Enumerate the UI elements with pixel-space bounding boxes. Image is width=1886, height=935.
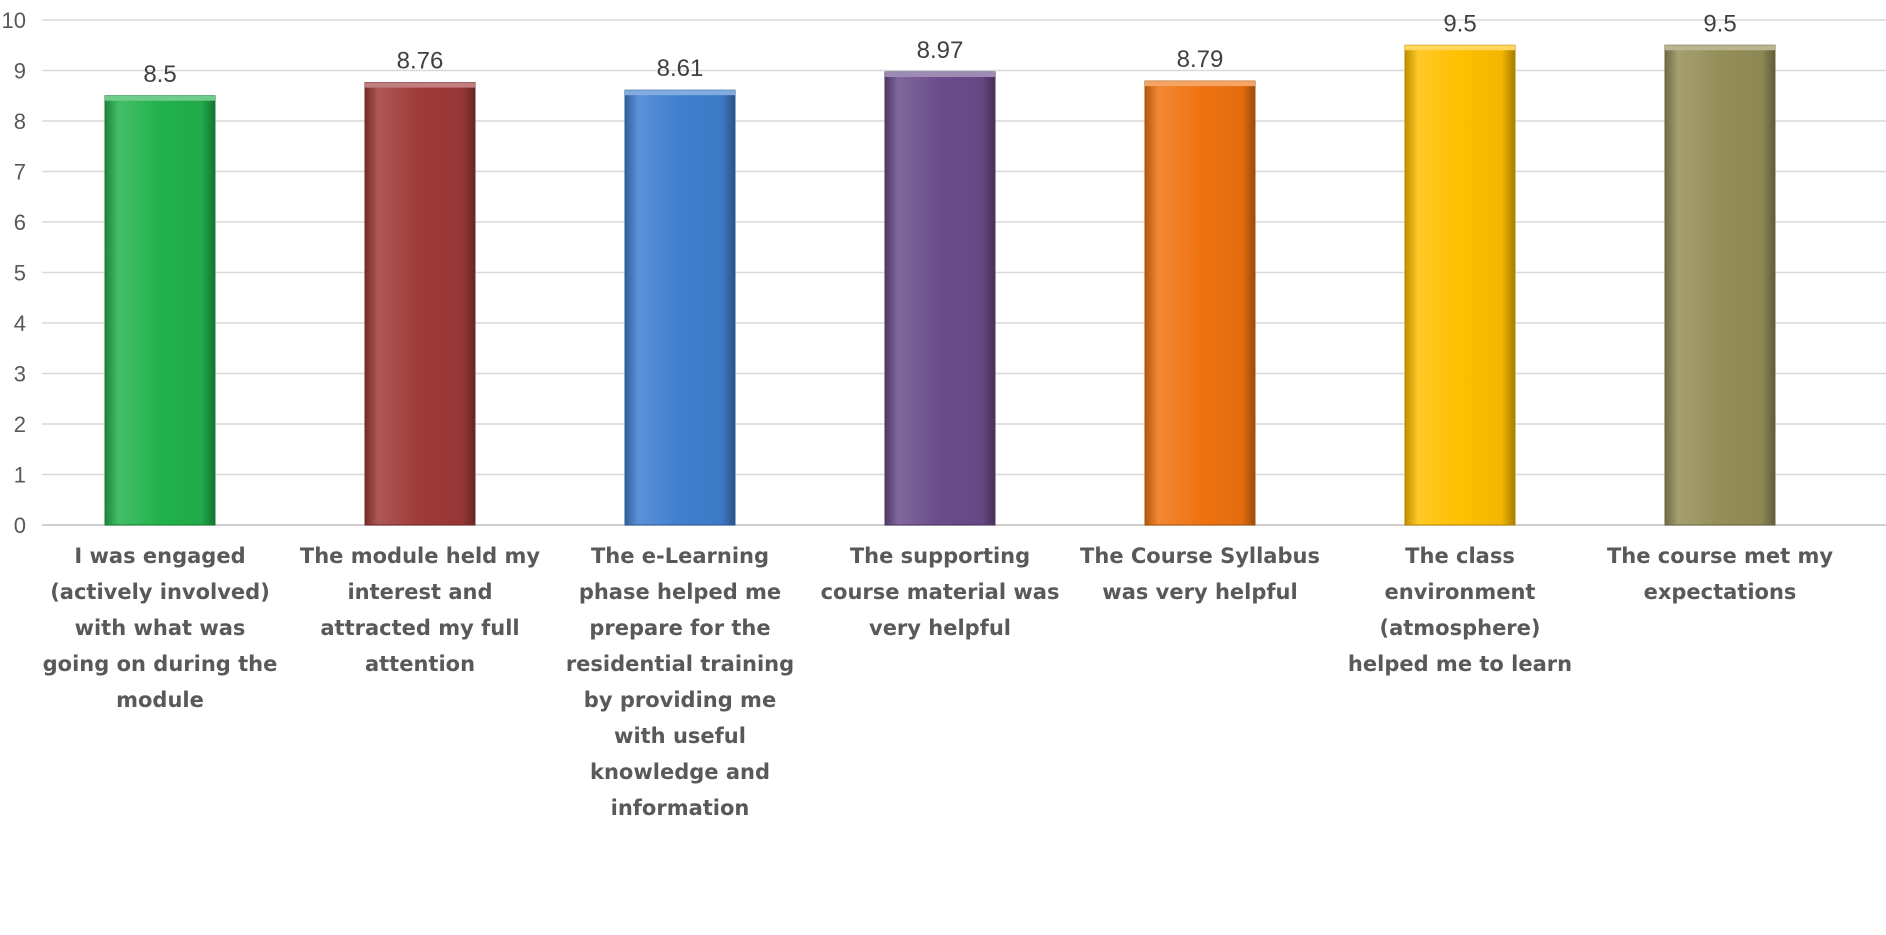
y-tick-label: 1 [14,463,26,488]
bar-cap-5 [1145,81,1255,87]
data-label-4: 8.97 [917,37,964,64]
data-label-5: 8.79 [1177,46,1224,73]
y-tick-label: 10 [2,8,26,33]
data-label-2: 8.76 [397,48,444,75]
category-label-1: I was engaged (actively involved) with w… [42,544,278,712]
bar-7 [1664,44,1776,526]
data-label-1: 8.5 [143,61,176,88]
bars [104,44,1776,526]
y-tick-label: 4 [14,311,26,336]
y-tick-label: 3 [14,362,26,387]
bar-4 [884,71,996,526]
y-tick-label: 5 [14,261,26,286]
category-label-5: The Course Syllabus was very helpful [1080,544,1320,604]
bar-cap-4 [885,72,995,78]
y-tick-label: 6 [14,210,26,235]
bar-1 [104,95,216,526]
category-label-3: The e-Learning phase helped me prepare f… [565,544,795,820]
bar-6 [1404,44,1516,526]
y-tick-label: 9 [14,59,26,84]
bar-5 [1144,80,1256,526]
data-label-3: 8.61 [657,55,704,82]
y-tick-label: 8 [14,109,26,134]
data-label-7: 9.5 [1703,10,1736,37]
bar-cap-7 [1665,45,1775,51]
y-tick-label: 0 [14,513,26,538]
data-label-6: 9.5 [1443,10,1476,37]
category-label-7: The course met my expectations [1606,544,1834,604]
bar-2 [364,82,476,526]
bar-3 [624,89,736,526]
y-tick-label: 7 [14,160,26,185]
bar-cap-2 [365,82,475,88]
y-tick-label: 2 [14,412,26,437]
category-label-6: The class environment (atmosphere) helpe… [1347,544,1573,676]
y-axis: 0 1 2 3 4 5 6 7 8 9 10 [2,8,26,538]
bar-cap-1 [105,95,215,101]
data-labels: 8.5 8.76 8.61 8.97 8.79 9.5 9.5 [143,10,1736,88]
category-label-4: The supporting course material was very … [820,544,1060,640]
category-label-2: The module held my interest and attracte… [299,544,541,676]
bar-cap-6 [1405,45,1515,51]
bar-cap-3 [625,90,735,96]
